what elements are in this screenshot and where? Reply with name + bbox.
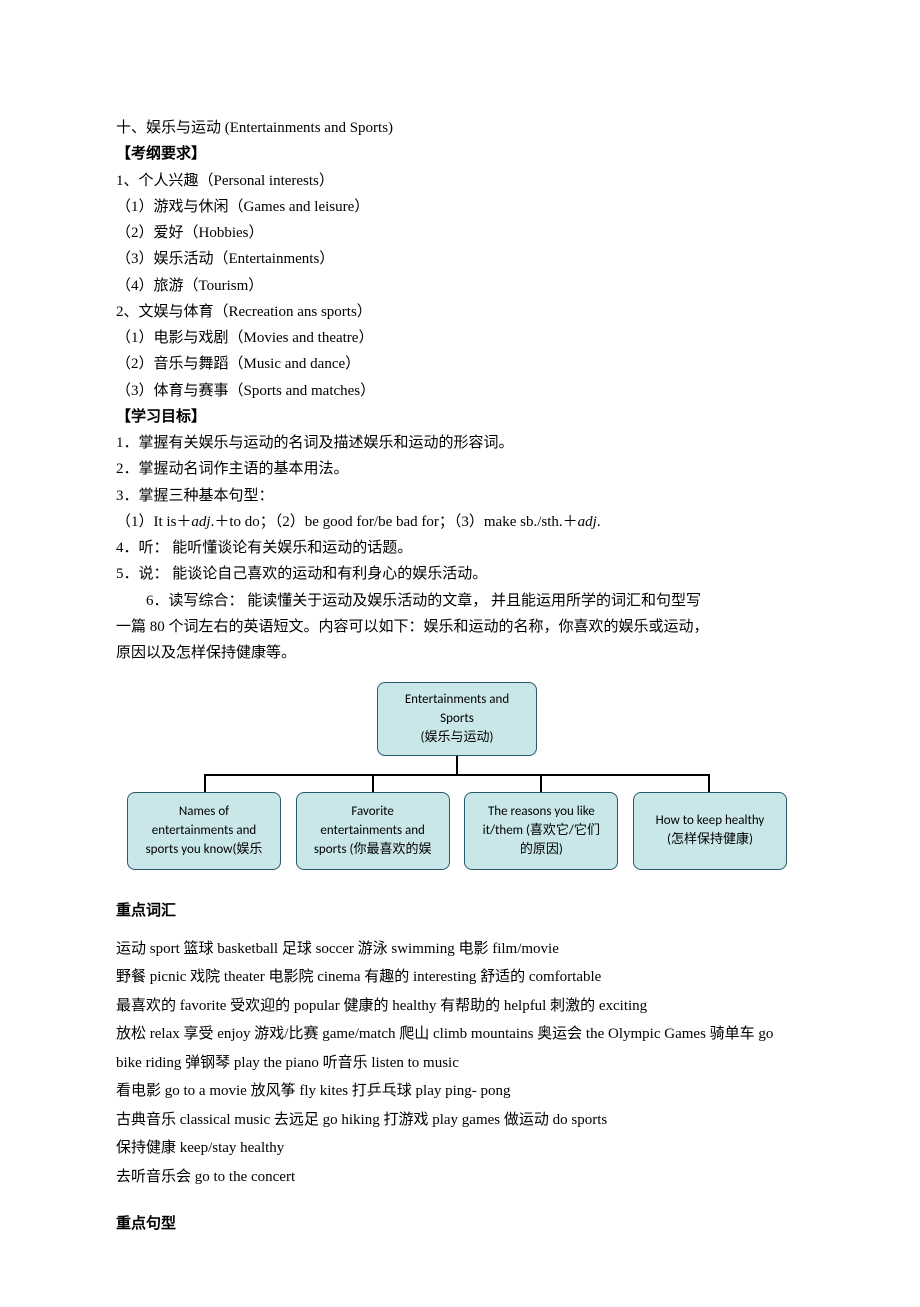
node-line: sports you know(娱乐 <box>136 841 272 860</box>
node-line: (怎样保持健康) <box>642 831 778 850</box>
node-line: Names of <box>136 803 272 822</box>
diagram-top-row: Entertainments and Sports (娱乐与运动) <box>127 682 787 756</box>
node-line: 的原因) <box>473 841 609 860</box>
vocab-line: 放松 relax 享受 enjoy 游戏/比赛 game/match 爬山 cl… <box>116 1020 798 1077</box>
concept-diagram: Entertainments and Sports (娱乐与运动) Names … <box>127 682 787 870</box>
diagram-bottom-row: Names of entertainments and sports you k… <box>127 792 787 870</box>
node-line: entertainments and <box>136 822 272 841</box>
text: . <box>597 514 601 530</box>
diagram-connectors <box>127 756 787 792</box>
vocab-line: 古典音乐 classical music 去远足 go hiking 打游戏 p… <box>116 1106 798 1135</box>
req-item: （3）娱乐活动（Entertainments） <box>116 246 798 272</box>
vocab-heading: 重点词汇 <box>116 898 798 924</box>
vocab-line: 运动 sport 篮球 basketball 足球 soccer 游泳 swim… <box>116 935 798 964</box>
connector-line <box>708 774 710 792</box>
diagram-root-node: Entertainments and Sports (娱乐与运动) <box>377 682 537 756</box>
node-line: The reasons you like <box>473 803 609 822</box>
goals-heading: 【学习目标】 <box>116 404 798 430</box>
req-item: （2）爱好（Hobbies） <box>116 220 798 246</box>
vocab-line: 看电影 go to a movie 放风筝 fly kites 打乒乓球 pla… <box>116 1077 798 1106</box>
italic-text: adj <box>578 514 597 530</box>
connector-line <box>456 756 458 774</box>
text: （1）It is＋ <box>116 514 191 530</box>
goal-item: 6．读写综合： 能读懂关于运动及娱乐活动的文章， 并且能运用所学的词汇和句型写 <box>116 588 798 614</box>
node-line: Sports <box>386 710 528 729</box>
req-item: 2、文娱与体育（Recreation ans sports） <box>116 299 798 325</box>
sentence-heading: 重点句型 <box>116 1211 798 1237</box>
vocab-block: 运动 sport 篮球 basketball 足球 soccer 游泳 swim… <box>116 935 798 1192</box>
vocab-line: 去听音乐会 go to the concert <box>116 1163 798 1192</box>
req-item: （1）游戏与休闲（Games and leisure） <box>116 194 798 220</box>
req-item: （4）旅游（Tourism） <box>116 273 798 299</box>
connector-line <box>204 774 710 776</box>
goal-item: 5．说： 能谈论自己喜欢的运动和有利身心的娱乐活动。 <box>116 561 798 587</box>
text: .＋to do；（2）be good for/be bad for；（3）mak… <box>211 514 578 530</box>
node-line: Favorite <box>305 803 441 822</box>
vocab-line: 最喜欢的 favorite 受欢迎的 popular 健康的 healthy 有… <box>116 992 798 1021</box>
requirements-heading: 【考纲要求】 <box>116 141 798 167</box>
node-line: How to keep healthy <box>642 812 778 831</box>
node-line: Entertainments and <box>386 691 528 710</box>
goal-item: 1．掌握有关娱乐与运动的名词及描述娱乐和运动的形容词。 <box>116 430 798 456</box>
req-item: （2）音乐与舞蹈（Music and dance） <box>116 351 798 377</box>
node-line: entertainments and <box>305 822 441 841</box>
node-line: sports (你最喜欢的娱 <box>305 841 441 860</box>
connector-line <box>372 774 374 792</box>
goal-item: 4．听： 能听懂谈论有关娱乐和运动的话题。 <box>116 535 798 561</box>
goal-item: 一篇 80 个词左右的英语短文。内容可以如下：娱乐和运动的名称，你喜欢的娱乐或运… <box>116 614 798 640</box>
connector-line <box>540 774 542 792</box>
diagram-child-node: How to keep healthy (怎样保持健康) <box>633 792 787 870</box>
goal-item: 2．掌握动名词作主语的基本用法。 <box>116 456 798 482</box>
vocab-line: 野餐 picnic 戏院 theater 电影院 cinema 有趣的 inte… <box>116 963 798 992</box>
node-line: it/them (喜欢它/它们 <box>473 822 609 841</box>
req-item: （1）电影与戏剧（Movies and theatre） <box>116 325 798 351</box>
req-item: 1、个人兴趣（Personal interests） <box>116 168 798 194</box>
vocab-line: 保持健康 keep/stay healthy <box>116 1134 798 1163</box>
goal-item: 3．掌握三种基本句型： <box>116 483 798 509</box>
goal-item: 原因以及怎样保持健康等。 <box>116 640 798 666</box>
node-line: (娱乐与运动) <box>386 729 528 748</box>
doc-title: 十、娱乐与运动 (Entertainments and Sports) <box>116 115 798 141</box>
italic-text: adj <box>191 514 210 530</box>
diagram-child-node: Names of entertainments and sports you k… <box>127 792 281 870</box>
goal-item: （1）It is＋adj.＋to do；（2）be good for/be ba… <box>116 509 798 535</box>
diagram-child-node: The reasons you like it/them (喜欢它/它们 的原因… <box>464 792 618 870</box>
req-item: （3）体育与赛事（Sports and matches） <box>116 378 798 404</box>
diagram-child-node: Favorite entertainments and sports (你最喜欢… <box>296 792 450 870</box>
connector-line <box>204 774 206 792</box>
